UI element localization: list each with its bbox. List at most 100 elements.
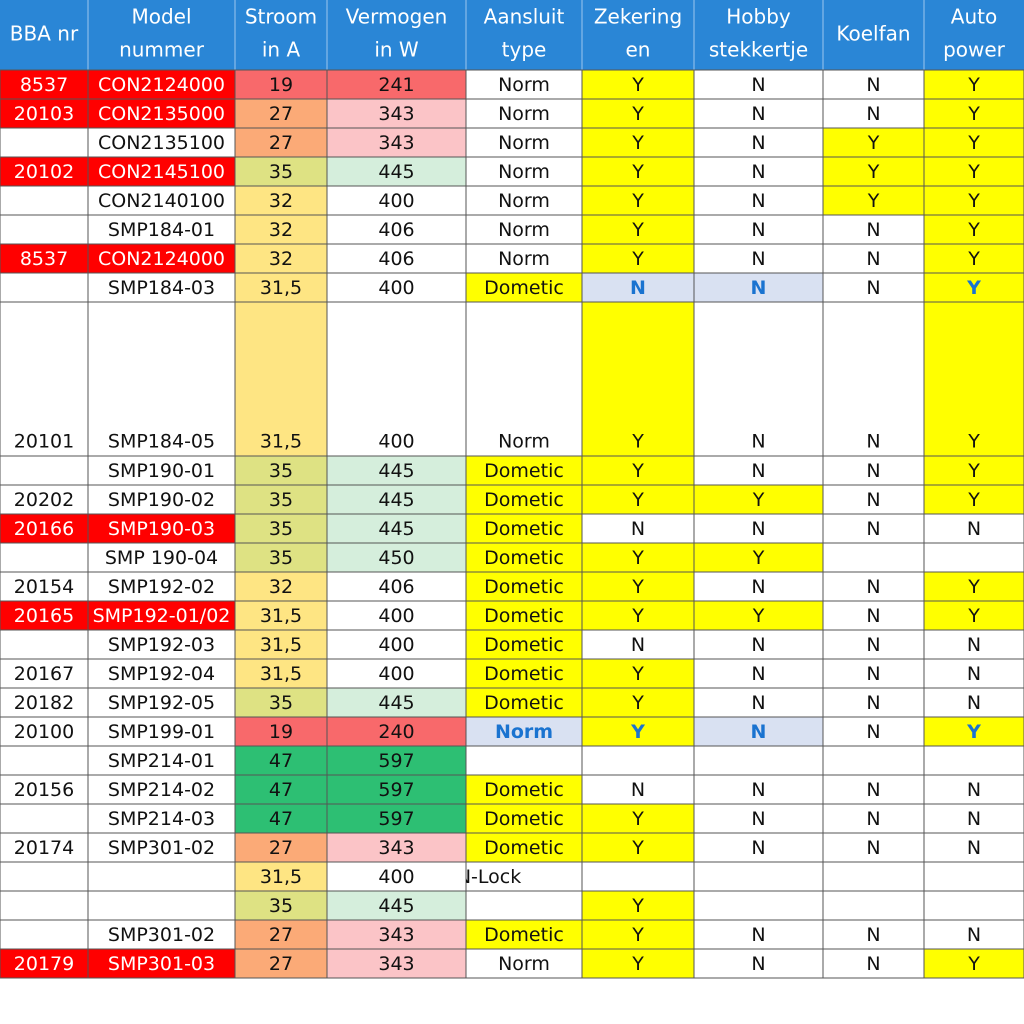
cell — [923, 214, 1024, 245]
cell — [326, 600, 467, 631]
cell-text: 47 — [269, 779, 293, 801]
cell — [465, 98, 583, 129]
cell — [923, 542, 1024, 573]
cell-text: Y — [631, 837, 644, 859]
cell — [326, 513, 467, 544]
cell-text: Dometic — [484, 277, 564, 299]
cell-text: N — [866, 605, 880, 627]
cell — [234, 745, 328, 776]
cell-text: Norm — [495, 721, 553, 743]
cell — [822, 861, 925, 892]
cell-text: SMP 190-04 — [105, 547, 218, 569]
cell-text: Y — [631, 895, 644, 917]
cell-text: N — [866, 219, 880, 241]
cell — [581, 948, 695, 979]
cell-text: N — [751, 103, 765, 125]
cell-text: Y — [631, 161, 644, 183]
cell — [465, 658, 583, 689]
cell-text: CON2124000 — [98, 248, 225, 270]
cell-text: SMP214-03 — [108, 808, 215, 830]
header-label: power — [943, 38, 1006, 62]
cell — [326, 98, 467, 129]
cell-text: N — [751, 692, 765, 714]
cell-text: N — [866, 953, 880, 975]
cell-text: N — [751, 518, 765, 540]
cell — [923, 861, 1024, 892]
cell-text: CON2135100 — [98, 132, 225, 154]
cell — [581, 571, 695, 602]
cell — [326, 861, 467, 892]
cell — [581, 774, 695, 805]
cell-text: N — [751, 190, 765, 212]
cell — [822, 127, 925, 158]
cell-text: N — [751, 634, 765, 656]
cell-text: 400 — [378, 605, 414, 627]
cell-text: N — [967, 779, 981, 801]
cell-text: Y — [631, 692, 644, 714]
cell — [0, 513, 89, 544]
header-label: Model — [131, 5, 191, 29]
cell-text: 406 — [378, 219, 414, 241]
cell-text: Y — [967, 161, 980, 183]
cell — [581, 832, 695, 863]
cell — [923, 69, 1024, 100]
cell-text: N — [751, 924, 765, 946]
cell-text: Y — [967, 74, 980, 96]
cell-text: Y — [967, 605, 980, 627]
cell — [234, 948, 328, 979]
cell — [923, 600, 1024, 631]
cell-text: 35 — [269, 161, 293, 183]
cell — [0, 185, 89, 216]
cell — [87, 301, 236, 457]
cell-text: Dometic — [484, 518, 564, 540]
cell — [693, 127, 824, 158]
cell — [923, 185, 1024, 216]
cell-text: SMP301-02 — [108, 837, 215, 859]
cell — [0, 948, 89, 979]
cell-text: N — [751, 808, 765, 830]
cell — [693, 861, 824, 892]
cell-text: Y — [752, 605, 765, 627]
cell-text: 400 — [378, 190, 414, 212]
cell — [326, 687, 467, 718]
cell — [581, 98, 695, 129]
cell-text: N — [967, 808, 981, 830]
cell-text: 597 — [378, 808, 414, 830]
cell-text: N — [866, 248, 880, 270]
cell-text: 32 — [269, 219, 293, 241]
cell — [0, 861, 89, 892]
cell — [693, 687, 824, 718]
cell — [234, 301, 328, 457]
cell — [923, 272, 1024, 303]
cell — [693, 948, 824, 979]
cell — [87, 214, 236, 245]
cell — [87, 542, 236, 573]
cell — [923, 803, 1024, 834]
cell — [822, 716, 925, 747]
header-label: Vermogen — [346, 5, 448, 29]
cell-text: SMP184-05 — [108, 431, 215, 453]
cell — [234, 272, 328, 303]
cell-text: 19 — [269, 721, 293, 743]
cell-text: 20182 — [14, 692, 74, 714]
cell — [693, 600, 824, 631]
cell-text: 450 — [378, 547, 414, 569]
cell — [0, 98, 89, 129]
cell — [581, 687, 695, 718]
cell — [693, 243, 824, 274]
cell-text: 31,5 — [260, 431, 302, 453]
cell-text: 445 — [378, 895, 414, 917]
cell — [326, 301, 467, 457]
cell-text: N — [866, 277, 880, 299]
cell-text: SMP214-01 — [108, 750, 215, 772]
cell-text: 32 — [269, 248, 293, 270]
cell — [326, 629, 467, 660]
cell — [822, 658, 925, 689]
cell — [465, 948, 583, 979]
cell-text: 47 — [269, 750, 293, 772]
cell — [87, 513, 236, 544]
cell-text: 32 — [269, 576, 293, 598]
cell-text: 20202 — [14, 489, 74, 511]
cell — [822, 301, 925, 457]
cell — [465, 69, 583, 100]
